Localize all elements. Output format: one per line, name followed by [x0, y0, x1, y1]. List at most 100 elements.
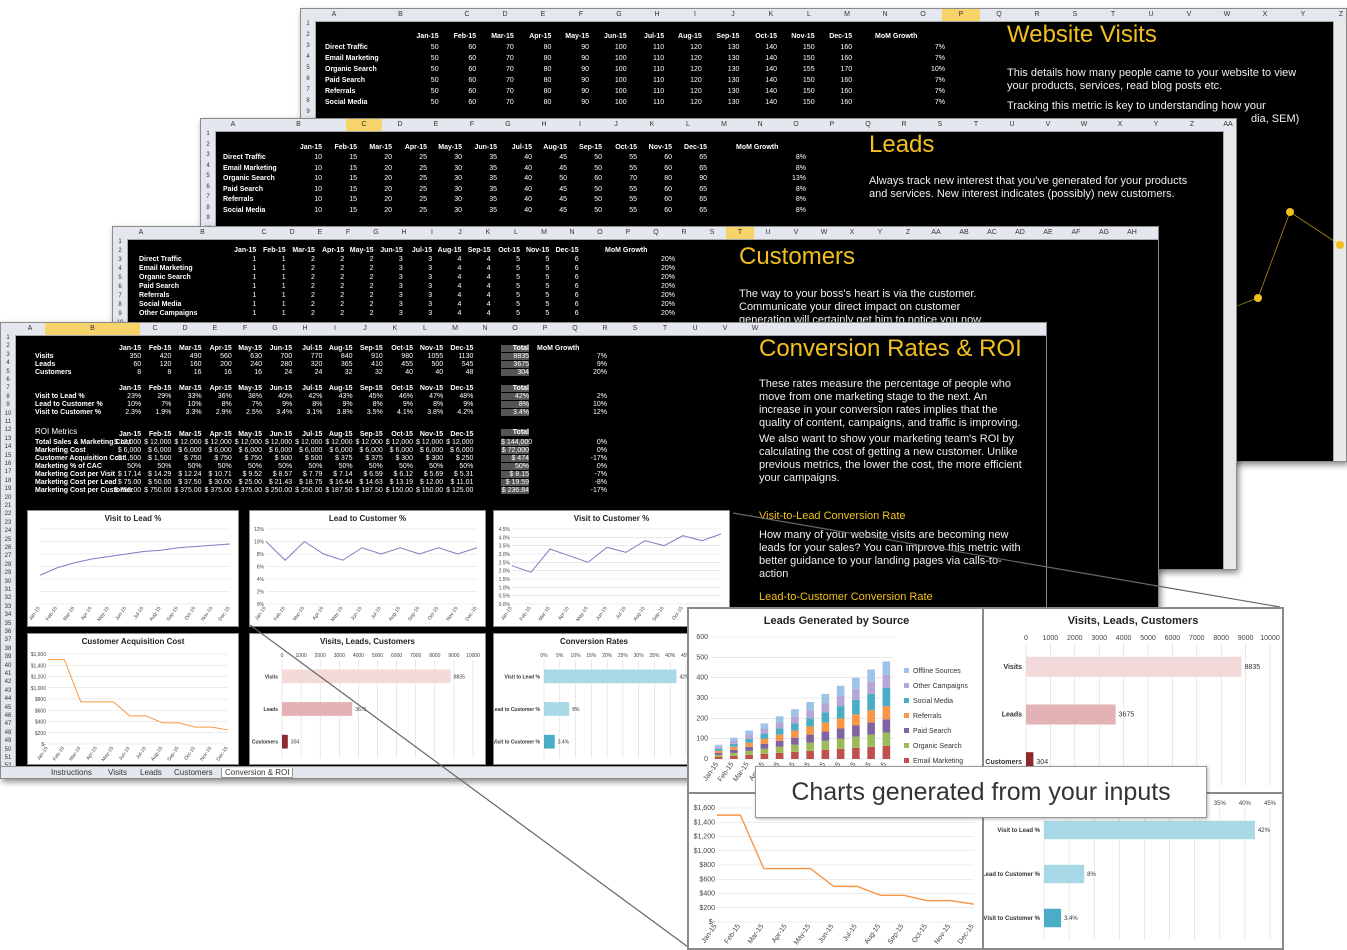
column-letter[interactable]: J — [614, 121, 618, 128]
column-letter[interactable]: I — [579, 121, 581, 128]
mom-value[interactable]: 0% — [596, 447, 607, 454]
conversion-rates-chart[interactable]: Conversion Rates 0% 5% 10% 15% 20% 25% 30% 35% 4… — [493, 633, 695, 765]
column-letter[interactable]: S — [937, 121, 943, 128]
cell-value[interactable]: 29% — [157, 393, 172, 400]
column-letter[interactable]: AF — [1071, 229, 1081, 236]
cell-value[interactable]: 2 — [310, 301, 315, 308]
column-letter[interactable]: H — [654, 11, 660, 18]
column-letter[interactable]: H — [401, 229, 407, 236]
mom-value[interactable]: 8% — [795, 196, 806, 203]
row-number[interactable]: 36 — [4, 629, 12, 635]
cell-value[interactable]: 50% — [398, 463, 413, 470]
cell-value[interactable]: 40 — [435, 369, 444, 376]
row-number[interactable]: 12 — [4, 427, 12, 434]
cell-value[interactable]: $ 750 — [184, 455, 202, 462]
cell-value[interactable]: 2 — [369, 283, 374, 290]
cell-value[interactable]: 2 — [369, 256, 374, 263]
row-number[interactable]: 51 — [4, 755, 12, 761]
column-letter[interactable]: W — [751, 325, 759, 332]
cell-value[interactable]: $ 187.50 — [325, 487, 353, 494]
column-letter[interactable]: M — [721, 121, 727, 128]
cell-value[interactable]: 4 — [457, 292, 462, 299]
column-letter[interactable]: Z — [905, 229, 911, 236]
cell-value[interactable]: 3.8% — [427, 409, 444, 416]
total-value[interactable]: 304 — [501, 369, 529, 376]
cell-value[interactable]: 100 — [614, 88, 627, 95]
column-letter[interactable]: D — [182, 325, 188, 332]
cell-value[interactable]: 130 — [727, 55, 740, 62]
column-letter[interactable]: AG — [1098, 229, 1110, 236]
column-letter[interactable]: N — [882, 11, 888, 18]
cell-value[interactable]: 1 — [281, 292, 286, 299]
cell-value[interactable]: 20 — [384, 154, 392, 161]
cell-value[interactable]: $ 300 — [425, 455, 444, 462]
lead-to-customer-chart[interactable]: Lead to Customer % 12% 10% 8% 6% 4% 2% 0% Jan-1… — [249, 510, 486, 627]
cell-value[interactable]: 5 — [545, 274, 550, 281]
cell-value[interactable]: 160 — [840, 55, 853, 62]
cell-value[interactable]: 80 — [543, 88, 552, 95]
mom-value[interactable]: 20% — [660, 292, 675, 299]
cell-value[interactable]: 48 — [465, 369, 474, 376]
cell-value[interactable]: 3 — [428, 256, 433, 263]
cell-value[interactable]: 80 — [543, 55, 552, 62]
column-letter[interactable]: T — [1110, 11, 1116, 18]
cell-value[interactable]: 200 — [220, 361, 232, 368]
cell-value[interactable]: 8 — [137, 369, 142, 376]
cell-value[interactable]: 90 — [581, 44, 589, 51]
cell-value[interactable]: 55 — [629, 154, 637, 161]
cell-value[interactable]: $ 6,000 — [117, 447, 142, 454]
column-letter[interactable]: M — [452, 325, 458, 332]
cell-value[interactable]: $ 16.44 — [329, 479, 353, 486]
row-number[interactable]: 35 — [4, 620, 12, 627]
cell-value[interactable]: 150 — [802, 44, 815, 51]
row-number[interactable]: 5 — [206, 173, 210, 179]
cell-value[interactable]: $ 5.69 — [423, 471, 444, 478]
column-letter[interactable]: AD — [1015, 229, 1025, 236]
column-letter[interactable]: F — [345, 229, 351, 236]
customer-acquisition-cost-chart[interactable]: Customer Acquisition Cost $1,600 $1,400 $1… — [27, 633, 239, 765]
column-letter[interactable]: N — [482, 325, 488, 332]
cell-value[interactable]: $ 12,000 — [325, 439, 353, 446]
row-number[interactable]: 5 — [306, 65, 310, 71]
cell-value[interactable]: 5 — [516, 256, 520, 263]
cell-value[interactable]: 280 — [280, 361, 293, 368]
cell-value[interactable]: 35 — [489, 164, 497, 172]
mom-value[interactable]: -17% — [590, 487, 607, 494]
cell-value[interactable]: 9% — [463, 401, 474, 408]
cell-value[interactable]: 4 — [457, 301, 462, 308]
column-header-bar[interactable]: ABCDEFGHIJKLMNOPQRSTUVWXYZAAABACADAEAFAG… — [301, 9, 1346, 22]
cell-value[interactable]: 700 — [280, 353, 293, 360]
cell-value[interactable]: 80 — [543, 99, 552, 106]
mom-value[interactable]: 2% — [596, 393, 607, 400]
cell-value[interactable]: 490 — [189, 353, 202, 360]
cell-value[interactable]: 980 — [401, 353, 413, 360]
cell-value[interactable]: 60 — [664, 154, 672, 161]
column-letter[interactable]: AC — [987, 229, 997, 236]
column-letter[interactable]: Q — [572, 325, 578, 332]
column-letter[interactable]: J — [363, 325, 367, 332]
cell-value[interactable]: 240 — [250, 361, 262, 368]
cell-value[interactable]: 1 — [281, 274, 286, 281]
cell-value[interactable]: 110 — [653, 44, 665, 51]
cell-value[interactable]: 35 — [489, 175, 497, 182]
cell-value[interactable]: 2 — [310, 274, 315, 281]
column-letter[interactable]: C — [464, 11, 470, 18]
tab-visits[interactable]: Visits — [108, 768, 127, 777]
row-number[interactable]: 3 — [306, 43, 310, 49]
cell-value[interactable]: 140 — [765, 88, 777, 95]
cell-value[interactable]: $ 300 — [395, 455, 413, 462]
cell-value[interactable]: 1 — [252, 265, 257, 272]
cell-value[interactable]: 65 — [699, 164, 707, 172]
cell-value[interactable]: 320 — [310, 361, 323, 368]
row-number[interactable]: 9 — [6, 402, 10, 409]
mom-value[interactable]: 20% — [660, 310, 675, 317]
column-letter[interactable]: G — [616, 11, 622, 18]
cell-value[interactable]: $ 50.00 — [148, 479, 172, 486]
column-letter[interactable]: W — [820, 229, 828, 236]
tab-conversion-roi[interactable]: Conversion & ROI — [221, 768, 294, 778]
column-letter[interactable]: E — [317, 229, 323, 236]
cell-value[interactable]: $ 6,000 — [148, 447, 172, 454]
cell-value[interactable]: 5 — [545, 292, 550, 299]
cell-value[interactable]: 130 — [727, 99, 740, 106]
cell-value[interactable]: 65 — [699, 206, 707, 214]
